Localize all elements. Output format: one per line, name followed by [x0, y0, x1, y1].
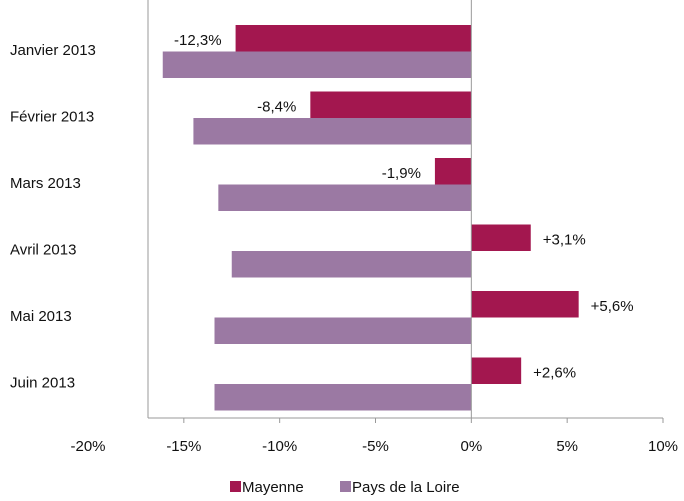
category-label: Juin 2013 — [10, 374, 75, 391]
x-tick-label: 5% — [556, 438, 578, 455]
value-label: +3,1% — [543, 231, 586, 248]
x-tick-label: -20% — [70, 438, 105, 455]
bar — [434, 158, 472, 185]
category-label: Mai 2013 — [10, 308, 72, 325]
bar — [235, 25, 472, 52]
category-label: Mars 2013 — [10, 175, 81, 192]
value-label: +2,6% — [533, 364, 576, 381]
legend-swatch — [230, 481, 241, 492]
x-tick-label: -10% — [262, 438, 297, 455]
legend-swatch — [340, 481, 351, 492]
bar — [471, 291, 579, 318]
bar — [218, 184, 472, 211]
category-label: Avril 2013 — [10, 241, 76, 258]
bar — [471, 224, 531, 251]
x-tick-label: -15% — [166, 438, 201, 455]
bar — [214, 384, 472, 411]
bar — [231, 251, 472, 278]
bar — [310, 91, 472, 118]
x-tick-label: 0% — [460, 438, 482, 455]
bar — [214, 317, 472, 344]
value-label: +5,6% — [591, 298, 634, 315]
legend-label: Mayenne — [242, 479, 304, 496]
category-label: Janvier 2013 — [10, 42, 96, 59]
x-tick-label: 10% — [648, 438, 678, 455]
value-label: -12,3% — [174, 32, 222, 49]
x-tick-label: -5% — [362, 438, 389, 455]
category-label: Février 2013 — [10, 108, 94, 125]
value-label: -8,4% — [257, 98, 296, 115]
bar — [471, 357, 522, 384]
value-label: -1,9% — [382, 165, 421, 182]
bar — [162, 51, 472, 78]
legend-label: Pays de la Loire — [352, 479, 460, 496]
bar — [193, 118, 472, 145]
